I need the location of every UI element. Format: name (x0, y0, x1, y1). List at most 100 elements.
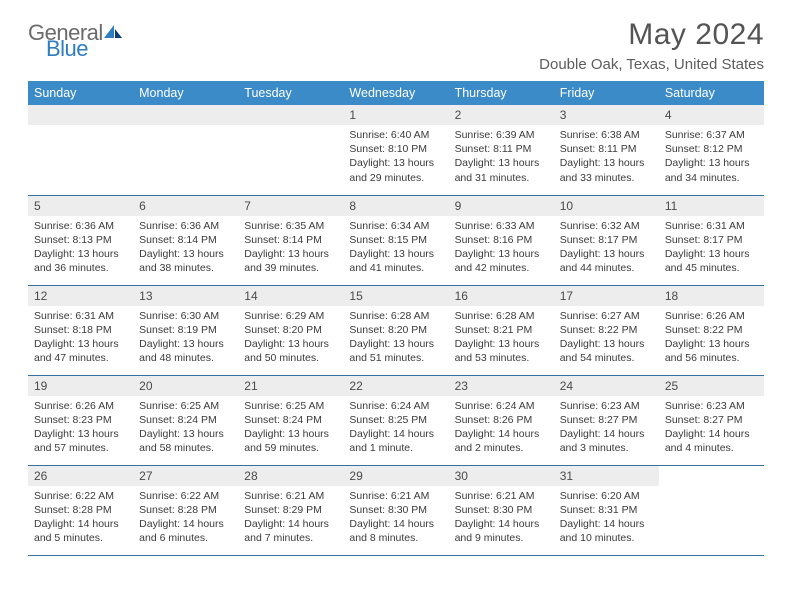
weekday-header: Thursday (449, 81, 554, 105)
brand-logo: General Blue (28, 18, 123, 60)
sunrise-line: Sunrise: 6:28 AM (349, 309, 444, 323)
calendar-day-cell: 30Sunrise: 6:21 AMSunset: 8:30 PMDayligh… (449, 465, 554, 555)
logo-sail-icon (103, 24, 123, 44)
sunrise-line: Sunrise: 6:28 AM (455, 309, 550, 323)
day-number: 15 (343, 286, 448, 306)
day-number: 1 (343, 105, 448, 125)
calendar-week-row: 1Sunrise: 6:40 AMSunset: 8:10 PMDaylight… (28, 105, 764, 195)
calendar-day-cell: 4Sunrise: 6:37 AMSunset: 8:12 PMDaylight… (659, 105, 764, 195)
daylight-line: Daylight: 13 hours and 59 minutes. (244, 427, 339, 455)
sunrise-line: Sunrise: 6:24 AM (455, 399, 550, 413)
day-number: 10 (554, 196, 659, 216)
daylight-line: Daylight: 14 hours and 6 minutes. (139, 517, 234, 545)
day-details: Sunrise: 6:21 AMSunset: 8:29 PMDaylight:… (238, 486, 343, 548)
calendar-day-cell: 27Sunrise: 6:22 AMSunset: 8:28 PMDayligh… (133, 465, 238, 555)
sunset-line: Sunset: 8:20 PM (244, 323, 339, 337)
sunset-line: Sunset: 8:12 PM (665, 142, 760, 156)
day-number: 17 (554, 286, 659, 306)
day-details: Sunrise: 6:36 AMSunset: 8:14 PMDaylight:… (133, 216, 238, 278)
calendar-day-cell: 22Sunrise: 6:24 AMSunset: 8:25 PMDayligh… (343, 375, 448, 465)
weekday-header: Sunday (28, 81, 133, 105)
sunset-line: Sunset: 8:22 PM (665, 323, 760, 337)
calendar-day-cell (238, 105, 343, 195)
day-details: Sunrise: 6:28 AMSunset: 8:21 PMDaylight:… (449, 306, 554, 368)
empty-day-bar (238, 105, 343, 125)
calendar-day-cell: 19Sunrise: 6:26 AMSunset: 8:23 PMDayligh… (28, 375, 133, 465)
calendar-page: General Blue May 2024 Double Oak, Texas,… (0, 0, 792, 568)
sunset-line: Sunset: 8:24 PM (139, 413, 234, 427)
sunrise-line: Sunrise: 6:40 AM (349, 128, 444, 142)
day-number: 18 (659, 286, 764, 306)
calendar-day-cell (659, 465, 764, 555)
calendar-day-cell: 18Sunrise: 6:26 AMSunset: 8:22 PMDayligh… (659, 285, 764, 375)
header: General Blue May 2024 Double Oak, Texas,… (28, 18, 764, 73)
sunset-line: Sunset: 8:20 PM (349, 323, 444, 337)
day-details: Sunrise: 6:31 AMSunset: 8:17 PMDaylight:… (659, 216, 764, 278)
sunset-line: Sunset: 8:30 PM (455, 503, 550, 517)
day-number: 6 (133, 196, 238, 216)
weekday-header: Wednesday (343, 81, 448, 105)
sunset-line: Sunset: 8:14 PM (244, 233, 339, 247)
sunset-line: Sunset: 8:16 PM (455, 233, 550, 247)
daylight-line: Daylight: 14 hours and 1 minute. (349, 427, 444, 455)
sunrise-line: Sunrise: 6:39 AM (455, 128, 550, 142)
sunset-line: Sunset: 8:23 PM (34, 413, 129, 427)
daylight-line: Daylight: 13 hours and 36 minutes. (34, 247, 129, 275)
daylight-line: Daylight: 14 hours and 4 minutes. (665, 427, 760, 455)
day-number: 20 (133, 376, 238, 396)
calendar-day-cell: 7Sunrise: 6:35 AMSunset: 8:14 PMDaylight… (238, 195, 343, 285)
location-subtitle: Double Oak, Texas, United States (539, 56, 764, 73)
daylight-line: Daylight: 14 hours and 2 minutes. (455, 427, 550, 455)
day-number: 14 (238, 286, 343, 306)
sunrise-line: Sunrise: 6:25 AM (244, 399, 339, 413)
daylight-line: Daylight: 13 hours and 57 minutes. (34, 427, 129, 455)
day-details: Sunrise: 6:32 AMSunset: 8:17 PMDaylight:… (554, 216, 659, 278)
sunrise-line: Sunrise: 6:30 AM (139, 309, 234, 323)
day-number: 26 (28, 466, 133, 486)
day-number: 7 (238, 196, 343, 216)
calendar-day-cell: 16Sunrise: 6:28 AMSunset: 8:21 PMDayligh… (449, 285, 554, 375)
calendar-day-cell: 26Sunrise: 6:22 AMSunset: 8:28 PMDayligh… (28, 465, 133, 555)
calendar-day-cell: 11Sunrise: 6:31 AMSunset: 8:17 PMDayligh… (659, 195, 764, 285)
sunset-line: Sunset: 8:29 PM (244, 503, 339, 517)
day-details: Sunrise: 6:24 AMSunset: 8:26 PMDaylight:… (449, 396, 554, 458)
sunset-line: Sunset: 8:24 PM (244, 413, 339, 427)
daylight-line: Daylight: 13 hours and 50 minutes. (244, 337, 339, 365)
sunrise-line: Sunrise: 6:32 AM (560, 219, 655, 233)
day-details: Sunrise: 6:36 AMSunset: 8:13 PMDaylight:… (28, 216, 133, 278)
sunset-line: Sunset: 8:14 PM (139, 233, 234, 247)
daylight-line: Daylight: 13 hours and 42 minutes. (455, 247, 550, 275)
weekday-header: Friday (554, 81, 659, 105)
day-number: 27 (133, 466, 238, 486)
day-details: Sunrise: 6:33 AMSunset: 8:16 PMDaylight:… (449, 216, 554, 278)
sunrise-line: Sunrise: 6:36 AM (34, 219, 129, 233)
calendar-day-cell: 28Sunrise: 6:21 AMSunset: 8:29 PMDayligh… (238, 465, 343, 555)
empty-day-bar (133, 105, 238, 125)
daylight-line: Daylight: 13 hours and 58 minutes. (139, 427, 234, 455)
sunrise-line: Sunrise: 6:31 AM (665, 219, 760, 233)
weekday-header: Monday (133, 81, 238, 105)
day-details: Sunrise: 6:30 AMSunset: 8:19 PMDaylight:… (133, 306, 238, 368)
sunrise-line: Sunrise: 6:24 AM (349, 399, 444, 413)
daylight-line: Daylight: 13 hours and 38 minutes. (139, 247, 234, 275)
calendar-day-cell: 24Sunrise: 6:23 AMSunset: 8:27 PMDayligh… (554, 375, 659, 465)
sunrise-line: Sunrise: 6:21 AM (455, 489, 550, 503)
calendar-week-row: 19Sunrise: 6:26 AMSunset: 8:23 PMDayligh… (28, 375, 764, 465)
sunrise-line: Sunrise: 6:27 AM (560, 309, 655, 323)
day-details: Sunrise: 6:37 AMSunset: 8:12 PMDaylight:… (659, 125, 764, 187)
calendar-day-cell: 21Sunrise: 6:25 AMSunset: 8:24 PMDayligh… (238, 375, 343, 465)
day-details: Sunrise: 6:22 AMSunset: 8:28 PMDaylight:… (28, 486, 133, 548)
day-details: Sunrise: 6:27 AMSunset: 8:22 PMDaylight:… (554, 306, 659, 368)
day-number: 16 (449, 286, 554, 306)
title-block: May 2024 Double Oak, Texas, United State… (539, 18, 764, 73)
sunset-line: Sunset: 8:11 PM (455, 142, 550, 156)
sunset-line: Sunset: 8:21 PM (455, 323, 550, 337)
day-details: Sunrise: 6:39 AMSunset: 8:11 PMDaylight:… (449, 125, 554, 187)
calendar-week-row: 26Sunrise: 6:22 AMSunset: 8:28 PMDayligh… (28, 465, 764, 555)
sunrise-line: Sunrise: 6:26 AM (665, 309, 760, 323)
day-details: Sunrise: 6:21 AMSunset: 8:30 PMDaylight:… (449, 486, 554, 548)
calendar-day-cell: 3Sunrise: 6:38 AMSunset: 8:11 PMDaylight… (554, 105, 659, 195)
day-details: Sunrise: 6:29 AMSunset: 8:20 PMDaylight:… (238, 306, 343, 368)
day-number: 8 (343, 196, 448, 216)
daylight-line: Daylight: 13 hours and 44 minutes. (560, 247, 655, 275)
